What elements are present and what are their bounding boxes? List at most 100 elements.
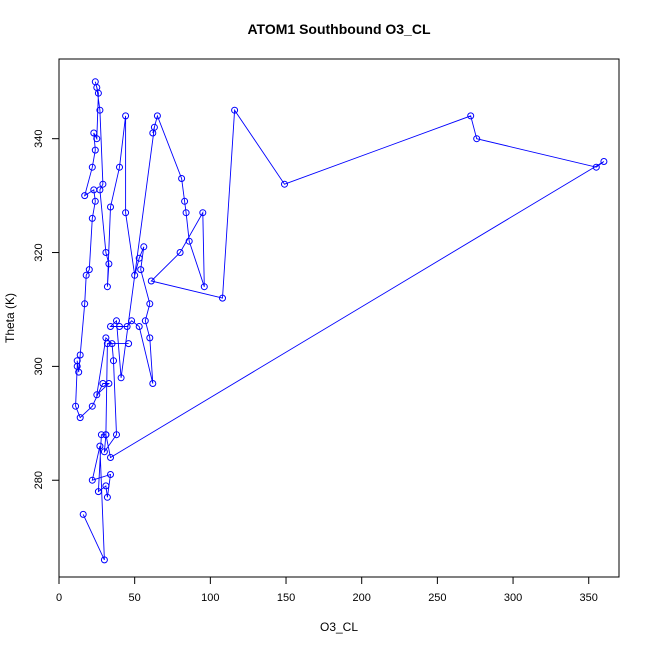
data-point bbox=[113, 431, 120, 439]
data-point bbox=[100, 556, 108, 564]
plot-frame bbox=[58, 58, 620, 578]
x-tick-label: 200 bbox=[353, 592, 371, 604]
data-point bbox=[107, 454, 114, 461]
data-point bbox=[137, 266, 145, 274]
y-tick-label: 340 bbox=[33, 130, 45, 148]
x-tick-label: 350 bbox=[580, 592, 598, 604]
data-point bbox=[81, 300, 89, 308]
data-point bbox=[181, 197, 189, 205]
series-line bbox=[75, 81, 605, 561]
data-point bbox=[116, 163, 123, 171]
data-point bbox=[107, 471, 114, 478]
data-point bbox=[281, 180, 288, 188]
data-point bbox=[182, 209, 190, 217]
data-point bbox=[107, 203, 114, 211]
x-tick-label: 150 bbox=[277, 592, 295, 604]
data-point bbox=[76, 414, 84, 422]
data-point bbox=[467, 112, 475, 120]
y-tick-label: 320 bbox=[33, 243, 45, 261]
data-point bbox=[146, 334, 154, 342]
x-tick-label: 0 bbox=[56, 592, 62, 604]
data-point bbox=[102, 482, 110, 490]
data-point bbox=[105, 260, 113, 268]
data-point bbox=[199, 209, 207, 217]
data-point bbox=[97, 431, 105, 439]
data-point bbox=[147, 277, 155, 285]
data-point bbox=[123, 323, 131, 330]
data-point bbox=[88, 214, 96, 222]
data-point bbox=[135, 254, 143, 262]
data-point bbox=[79, 510, 87, 518]
x-tick-label: 250 bbox=[428, 592, 446, 604]
data-point bbox=[102, 249, 110, 256]
data-point bbox=[99, 380, 107, 387]
y-axis-label: Theta (K) bbox=[3, 293, 17, 343]
data-point bbox=[153, 112, 161, 120]
data-point bbox=[93, 84, 101, 91]
data-point bbox=[473, 135, 481, 143]
data-point bbox=[110, 357, 117, 365]
data-point bbox=[96, 442, 104, 450]
data-point bbox=[219, 294, 226, 302]
data-point bbox=[178, 175, 186, 182]
data-point bbox=[103, 283, 111, 291]
data-point bbox=[88, 163, 96, 171]
data-point bbox=[90, 129, 98, 137]
data-point bbox=[146, 300, 154, 308]
data-point bbox=[85, 266, 93, 274]
data-point bbox=[600, 158, 608, 165]
chart-title: ATOM1 Southbound O3_CL bbox=[247, 21, 430, 37]
data-point bbox=[76, 351, 84, 359]
data-point bbox=[88, 476, 96, 484]
data-point bbox=[107, 323, 114, 330]
data-point bbox=[128, 317, 136, 325]
data-point bbox=[72, 402, 80, 410]
y-axis: 280 300 320 340 bbox=[33, 130, 60, 489]
series-0 bbox=[72, 78, 608, 564]
data-point bbox=[176, 249, 184, 256]
data-point bbox=[131, 271, 139, 279]
data-point bbox=[200, 283, 208, 291]
data-point bbox=[108, 340, 116, 348]
data-point bbox=[140, 243, 148, 251]
data-point bbox=[91, 197, 99, 205]
data-point bbox=[117, 374, 125, 382]
y-tick-label: 280 bbox=[33, 471, 45, 489]
data-point bbox=[103, 340, 111, 348]
data-point bbox=[122, 112, 130, 120]
data-point bbox=[185, 237, 193, 245]
series-layer bbox=[72, 78, 608, 564]
data-point bbox=[592, 163, 600, 171]
data-point bbox=[91, 146, 99, 154]
data-point bbox=[102, 431, 110, 439]
data-point bbox=[73, 357, 81, 365]
x-axis: 0 50 100 150 200 250 300 350 bbox=[56, 576, 598, 604]
x-axis-label: O3_CL bbox=[320, 620, 358, 634]
data-point bbox=[231, 106, 239, 114]
data-point bbox=[125, 340, 133, 348]
y-tick-label: 300 bbox=[33, 357, 45, 375]
data-point bbox=[93, 135, 101, 143]
data-point bbox=[94, 488, 102, 496]
data-point bbox=[141, 317, 149, 325]
data-point bbox=[82, 271, 90, 279]
data-point bbox=[93, 391, 101, 399]
data-point bbox=[149, 129, 157, 137]
data-point bbox=[122, 209, 130, 217]
data-point bbox=[88, 402, 96, 410]
data-point bbox=[96, 186, 104, 194]
x-tick-label: 300 bbox=[504, 592, 522, 604]
x-tick-label: 50 bbox=[129, 592, 141, 604]
data-point bbox=[103, 493, 111, 501]
data-point bbox=[116, 323, 123, 330]
data-point bbox=[96, 106, 104, 114]
data-point bbox=[75, 368, 83, 376]
data-point bbox=[81, 192, 89, 200]
data-point bbox=[149, 380, 157, 387]
x-tick-label: 100 bbox=[201, 592, 219, 604]
data-point bbox=[135, 323, 143, 330]
data-point bbox=[100, 448, 108, 456]
data-point bbox=[99, 180, 107, 188]
data-point bbox=[113, 317, 120, 325]
